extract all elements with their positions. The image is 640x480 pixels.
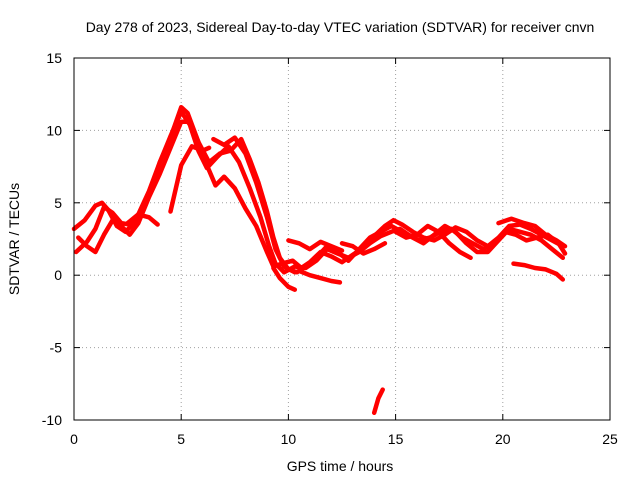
series-line-track-5 [168,144,212,214]
series-line-track-8 [286,238,345,253]
series-line-track-10 [339,241,388,256]
y-tick-label: 0 [54,267,62,283]
series-line-track-9 [296,268,343,285]
series-line-track-14 [371,387,385,416]
series-line-track-11 [393,223,473,261]
y-tick-label: 10 [46,122,62,138]
x-tick-label: 5 [177,431,185,447]
y-tick-label: -10 [42,412,62,428]
y-tick-label: -5 [50,340,63,356]
x-tick-label: 0 [70,431,78,447]
series-line-track-13 [496,216,568,249]
x-axis-label: GPS time / hours [287,458,394,474]
series-line-track-7 [271,265,298,292]
series-line-track-12 [511,261,566,282]
y-tick-label: 15 [46,50,62,66]
x-tick-label: 20 [495,431,511,447]
x-tick-label: 10 [281,431,297,447]
x-tick-label: 15 [388,431,404,447]
chart-title: Day 278 of 2023, Sidereal Day-to-day VTE… [86,19,595,35]
series-line-track-4 [125,212,160,227]
y-axis-label: SDTVAR / TECUs [6,183,22,295]
tick-labels: 0 5 10 15 20 25 -10 -5 0 5 10 15 [42,50,618,447]
y-tick-label: 5 [54,195,62,211]
series-layer [71,104,568,416]
x-tick-label: 25 [602,431,618,447]
series-line-track-3 [76,119,566,275]
plot-frame [73,57,611,421]
series-line-track-6 [211,135,298,275]
